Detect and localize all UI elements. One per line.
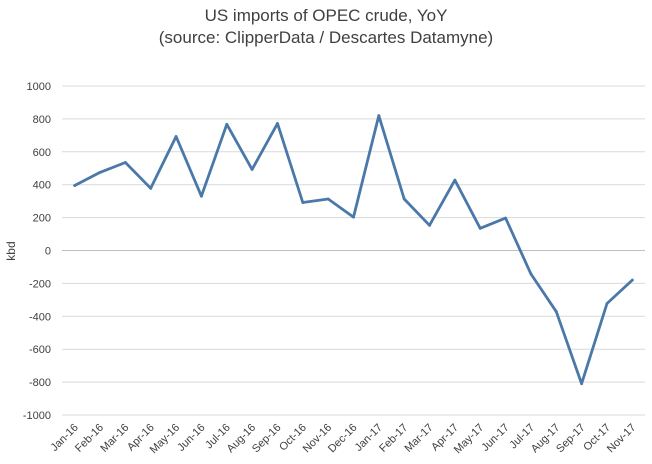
data-point (554, 310, 558, 314)
x-tick-label: Jun-16 (175, 422, 207, 454)
y-tick-label: 0 (45, 246, 51, 258)
data-point (630, 278, 634, 282)
x-tick-label: Sep-17 (554, 422, 588, 456)
x-tick-label: Nov-17 (605, 422, 639, 456)
data-point (453, 178, 457, 182)
data-point (580, 382, 584, 386)
x-tick-label: Mar-16 (98, 422, 131, 455)
data-point (98, 170, 102, 174)
data-point (174, 135, 178, 138)
data-point (276, 122, 279, 125)
x-tick-label: Sep-16 (250, 422, 284, 456)
data-point (200, 194, 203, 198)
y-axis-label: kbd (4, 241, 18, 260)
y-tick-label: 200 (33, 213, 51, 225)
data-point (478, 226, 482, 230)
data-point (326, 197, 330, 201)
y-tick-label: 1000 (27, 81, 51, 93)
y-tick-label: 800 (33, 114, 51, 126)
data-point (402, 197, 406, 201)
chart-subtitle: (source: ClipperData / Descartes Datamyn… (158, 28, 494, 47)
y-tick-label: -800 (29, 377, 51, 389)
data-point (149, 186, 153, 190)
chart-title: US imports of OPEC crude, YoY (204, 6, 448, 25)
data-point (428, 223, 431, 227)
data-point (225, 122, 229, 126)
data-point (301, 201, 305, 204)
y-tick-label: -600 (29, 344, 51, 356)
y-tick-label: -1000 (23, 410, 51, 422)
x-tick-label: Dec-16 (326, 422, 360, 456)
x-tick-label: Jun-17 (479, 422, 511, 454)
data-point (377, 114, 381, 118)
data-point (504, 216, 507, 220)
data-point (605, 302, 609, 305)
y-tick-label: 400 (33, 180, 51, 192)
data-point (352, 215, 355, 219)
data-point (250, 168, 254, 171)
data-point (529, 272, 533, 276)
y-tick-label: -200 (29, 278, 51, 290)
data-point (73, 184, 77, 187)
series-line (73, 114, 634, 386)
data-point (123, 161, 127, 164)
x-tick-label: Mar-17 (403, 422, 436, 455)
y-tick-label: 600 (33, 147, 51, 159)
y-tick-label: -400 (29, 311, 51, 323)
